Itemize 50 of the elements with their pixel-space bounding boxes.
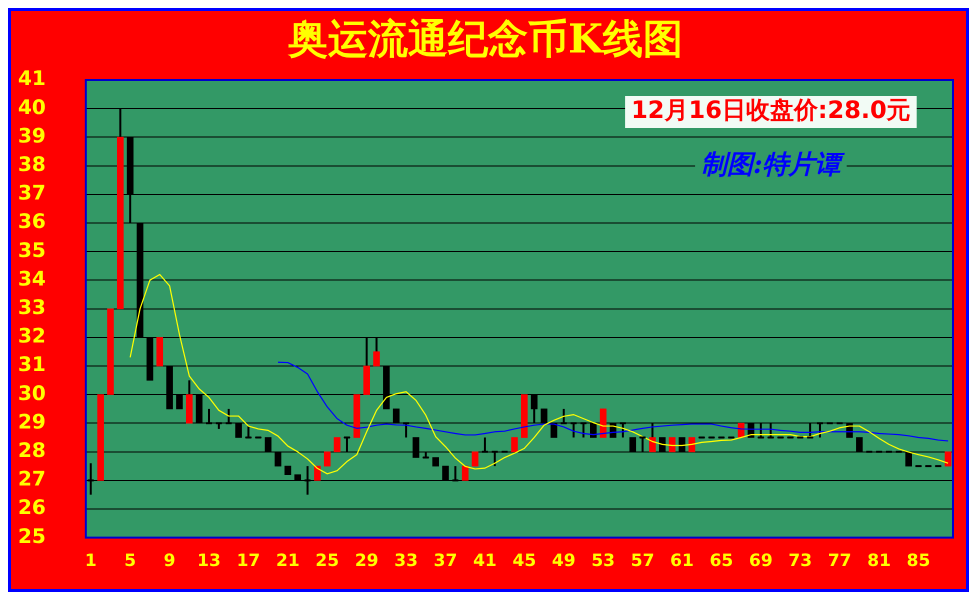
x-tick-label: 65 (710, 551, 734, 572)
x-tick-label: 25 (315, 551, 340, 572)
x-tick-label: 85 (906, 551, 930, 572)
y-tick-label: 36 (18, 209, 46, 234)
x-tick-label: 33 (394, 551, 418, 572)
chart-title: 奥运流通纪念币K线图 (287, 15, 683, 62)
candlestick (472, 451, 478, 466)
x-tick-label: 1 (84, 551, 97, 572)
candlestick (944, 451, 952, 466)
y-tick-label: 31 (18, 352, 46, 376)
annotation: 12月16日收盘价:28.0元 (631, 96, 911, 124)
y-tick-label: 39 (18, 123, 46, 148)
x-tick-label: 49 (552, 551, 576, 572)
candlestick (668, 437, 676, 452)
y-tick-label: 41 (18, 66, 46, 90)
y-tick-label: 26 (18, 495, 46, 520)
x-tick-label: 21 (276, 551, 300, 572)
x-tick-label: 61 (670, 551, 694, 572)
y-tick-label: 28 (18, 438, 46, 462)
y-tick-label: 33 (18, 295, 46, 320)
x-tick-label: 73 (788, 551, 812, 572)
x-tick-label: 37 (434, 551, 458, 572)
x-tick-label: 69 (749, 551, 773, 572)
y-tick-label: 25 (18, 524, 46, 548)
candlestick (688, 437, 696, 452)
x-tick-label: 17 (236, 551, 260, 572)
x-tick-label: 9 (164, 551, 176, 572)
x-tick-label: 77 (828, 551, 852, 572)
candlestick (334, 437, 340, 452)
candlestick (324, 451, 331, 466)
x-tick-label: 29 (354, 551, 379, 572)
x-tick-label: 81 (867, 551, 891, 572)
x-tick-label: 57 (630, 551, 654, 572)
y-tick-label: 32 (18, 324, 46, 348)
x-tick-label: 53 (591, 551, 616, 572)
y-tick-label: 38 (18, 152, 46, 176)
x-tick-label: 5 (124, 551, 136, 572)
x-tick-label: 41 (473, 551, 497, 572)
y-tick-label: 29 (18, 409, 46, 434)
annotation: 制图:特片谭 (701, 150, 846, 180)
y-tick-label: 30 (18, 380, 46, 405)
y-tick-label: 35 (18, 238, 46, 262)
x-tick-label: 13 (197, 551, 221, 572)
y-tick-label: 37 (18, 180, 46, 205)
candlestick (462, 466, 469, 481)
x-tick-label: 45 (512, 551, 536, 572)
y-tick-label: 40 (18, 94, 46, 119)
candlestick (511, 437, 518, 452)
y-tick-label: 34 (18, 266, 46, 290)
y-tick-label: 27 (18, 466, 46, 491)
